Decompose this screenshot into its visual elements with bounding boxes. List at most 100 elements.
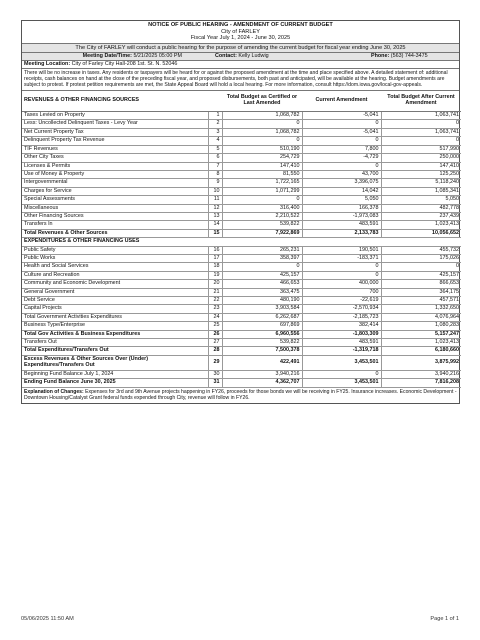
- row-index: 1: [207, 111, 222, 121]
- row-index: 24: [207, 313, 222, 323]
- table-row: Special Assessments 11 0 5,050 5,050: [22, 195, 461, 205]
- row-amendment: 0: [301, 162, 381, 171]
- row-label: Culture and Recreation: [22, 271, 208, 281]
- row-amendment: 5,050: [301, 195, 381, 205]
- notice-header: NOTICE OF PUBLIC HEARING - AMENDMENT OF …: [22, 21, 459, 44]
- row-certified: 7,922,869: [221, 229, 302, 239]
- row-certified: 0: [221, 262, 302, 272]
- row-certified: 6,960,556: [221, 330, 302, 340]
- row-amendment: 2,133,783: [301, 229, 381, 239]
- row-amendment: -183,371: [301, 254, 381, 264]
- row-after: 6,180,660: [380, 346, 461, 356]
- row-label: Debt Service: [22, 296, 208, 306]
- meeting-datetime: Meeting Date/Time: 5/21/2025 05:00 PM: [22, 53, 185, 60]
- row-label: Business Type/Enterprise: [22, 321, 208, 331]
- row-after: 3,940,216: [380, 370, 461, 380]
- row-certified: 0: [221, 119, 302, 129]
- expenditure-rows: Public Safety 16 265,231 190,501 455,732 Publ…: [22, 246, 461, 388]
- row-amendment: 3,453,501: [301, 355, 381, 371]
- row-certified: 0: [221, 136, 302, 146]
- row-amendment: 483,591: [301, 338, 381, 348]
- row-amendment: 0: [301, 271, 381, 281]
- table-row: Use of Money & Property 8 81,550 43,700 125,…: [22, 170, 461, 180]
- row-after: 364,175: [380, 288, 461, 298]
- table-row: Charges for Service 10 1,071,299 14,042 1,08…: [22, 187, 461, 197]
- table-row: Health and Social Services 18 0 0 0: [22, 262, 461, 272]
- row-amendment: 382,414: [301, 321, 381, 331]
- row-index: 28: [207, 346, 222, 356]
- row-amendment: -1,319,718: [301, 346, 381, 356]
- row-label: General Government: [22, 288, 208, 298]
- row-amendment: 0: [301, 136, 381, 146]
- row-certified: 2,210,522: [221, 212, 302, 222]
- table-row: Public Works 17 358,397 -183,371 175,026: [22, 254, 461, 264]
- meeting-datetime-value: 5/21/2025 05:00 PM: [133, 52, 182, 59]
- meeting-datetime-label: Meeting Date/Time:: [82, 52, 132, 59]
- explanation-text: Expenses for 3rd and 9th Avenue projects…: [24, 388, 457, 401]
- row-certified: 422,491: [221, 355, 302, 371]
- row-amendment: -1,803,309: [301, 330, 381, 340]
- row-index: 7: [207, 162, 222, 171]
- row-after: 5,118,240: [380, 178, 461, 188]
- row-label: Ending Fund Balance June 30, 2025: [22, 378, 208, 388]
- table-row: Transfers Out 27 539,822 483,591 1,023,413: [22, 338, 461, 348]
- table-row: Total Gov Activities & Business Expendit…: [22, 330, 461, 340]
- row-after: 517,990: [380, 145, 461, 155]
- fiscal-year: Fiscal Year July 1, 2024 - June 30, 2025: [190, 35, 291, 42]
- table-row: Total Revenues & Other Sources 15 7,922,86…: [22, 229, 461, 239]
- table-row: Capital Projects 23 3,903,584 -2,570,934 1,3…: [22, 304, 461, 314]
- table-row: TIF Revenues 5 510,190 7,800 517,990: [22, 145, 461, 155]
- row-certified: 358,397: [221, 254, 302, 264]
- row-certified: 1,068,782: [221, 128, 302, 138]
- budget-notice: NOTICE OF PUBLIC HEARING - AMENDMENT OF …: [21, 20, 461, 404]
- row-after: 7,816,208: [380, 378, 461, 388]
- row-after: 4,076,964: [380, 313, 461, 323]
- row-label: Transfers In: [22, 220, 208, 230]
- row-label: Transfers Out: [22, 338, 208, 348]
- row-certified: 539,822: [221, 338, 302, 348]
- row-after: 1,023,413: [380, 338, 461, 348]
- row-after: 175,026: [380, 254, 461, 264]
- row-certified: 81,550: [221, 170, 302, 180]
- row-amendment: -1,973,083: [301, 212, 381, 222]
- row-amendment: -22,619: [301, 296, 381, 306]
- row-certified: 265,231: [221, 246, 302, 255]
- row-after: 250,000: [380, 153, 461, 163]
- row-after: 0: [380, 119, 461, 129]
- budget-table: REVENUES & OTHER FINANCING SOURCES Total…: [22, 91, 461, 388]
- row-index: 4: [207, 136, 222, 146]
- row-amendment: 7,800: [301, 145, 381, 155]
- row-certified: 466,653: [221, 279, 302, 289]
- row-label: Other Financing Sources: [22, 212, 208, 222]
- row-label: Special Assessments: [22, 195, 208, 205]
- table-row: Community and Economic Development 20 466,…: [22, 279, 461, 289]
- expenditure-section: EXPENDITURES & OTHER FINANCING USES: [22, 237, 461, 247]
- revenue-rows: Taxes Levied on Property 1 1,068,782 -5,041…: [22, 111, 461, 239]
- row-certified: 4,362,707: [221, 378, 302, 388]
- row-index: 20: [207, 279, 222, 289]
- row-certified: 480,190: [221, 296, 302, 306]
- row-index: 21: [207, 288, 222, 298]
- row-after: 425,157: [380, 271, 461, 281]
- table-row: Less: Uncollected Delinquent Taxes - Lev…: [22, 119, 461, 129]
- table-row: Intergovernmental 9 1,722,165 3,396,075 5,11…: [22, 178, 461, 188]
- row-after: 1,063,741: [380, 111, 461, 121]
- row-index: 11: [207, 195, 222, 205]
- row-certified: 3,940,216: [221, 370, 302, 380]
- table-row: Transfers In 14 539,822 483,591 1,023,413: [22, 220, 461, 230]
- row-amendment: -4,729: [301, 153, 381, 163]
- contact-value: Kelly Ludwig: [238, 52, 269, 59]
- row-label: Net Current Property Tax: [22, 128, 208, 138]
- row-index: 30: [207, 370, 222, 380]
- table-header-row: REVENUES & OTHER FINANCING SOURCES Total…: [22, 91, 461, 113]
- table-row: General Government 21 363,475 700 364,175: [22, 288, 461, 298]
- row-certified: 6,262,687: [221, 313, 302, 323]
- row-label: Total Gov Activities & Business Expendit…: [22, 330, 208, 340]
- row-label: Capital Projects: [22, 304, 208, 314]
- row-label: TIF Revenues: [22, 145, 208, 155]
- col-header-label: REVENUES & OTHER FINANCING SOURCES: [22, 91, 208, 113]
- row-amendment: 0: [301, 262, 381, 272]
- row-label: Public Safety: [22, 246, 208, 255]
- row-label: Other City Taxes: [22, 153, 208, 163]
- table-row: Culture and Recreation 19 425,157 0 425,157: [22, 271, 461, 281]
